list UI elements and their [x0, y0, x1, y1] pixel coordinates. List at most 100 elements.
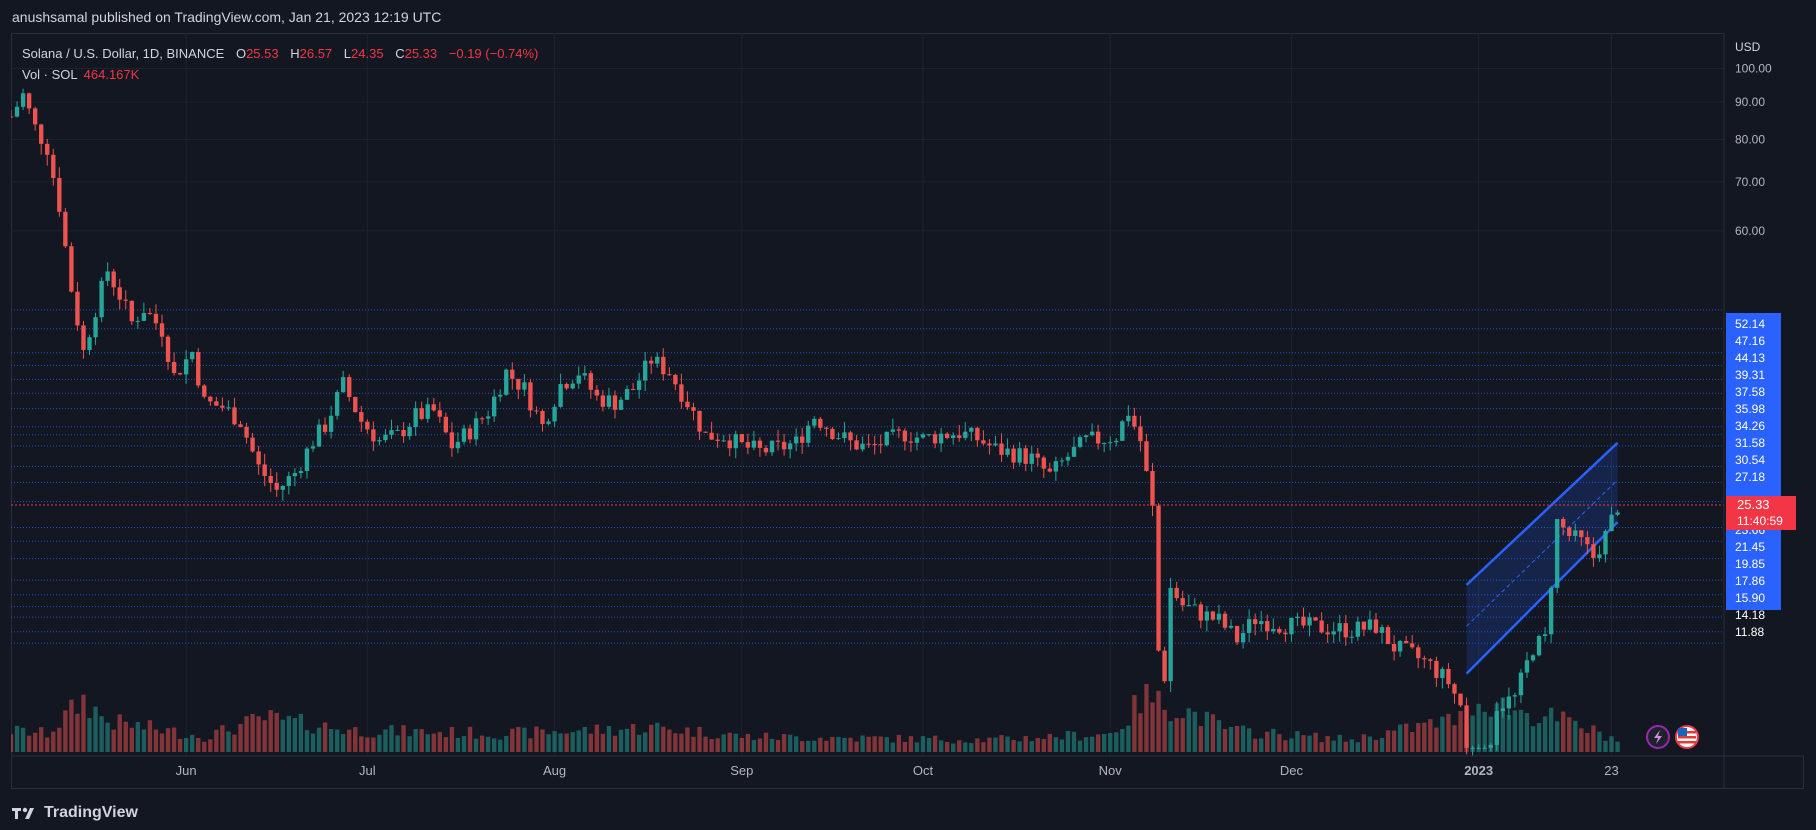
volume-bar [938, 740, 944, 752]
candle-body [510, 369, 515, 379]
candle-body [425, 404, 430, 419]
channel-fill [1466, 442, 1618, 674]
volume-bar [20, 727, 26, 752]
candle-body [1246, 619, 1252, 633]
volume-bar [1095, 734, 1101, 752]
candle-body [347, 377, 352, 397]
volume-bar [673, 733, 678, 752]
tradingview-logo-icon [12, 807, 34, 819]
candle-body [806, 425, 811, 443]
candle-body [1506, 696, 1512, 709]
volume-bar [117, 714, 122, 752]
candle-body [975, 427, 980, 441]
volume-bar [793, 736, 799, 752]
candle-body [1518, 672, 1524, 696]
candle-body [1186, 605, 1191, 607]
volume-bar [510, 728, 515, 752]
x-tick-labels: Jun Jul Aug Sep Oct Nov Dec 2023 23 [176, 763, 1619, 778]
volume-bar [473, 738, 479, 752]
volume-bar [842, 737, 847, 752]
candle-body [1385, 627, 1391, 645]
volume-bar [624, 728, 630, 752]
volume-bar [552, 731, 557, 752]
level-price-labels: 52.14 47.16 44.13 39.31 37.58 35.98 34.26 31.58… [1726, 313, 1781, 639]
candle-body [1373, 619, 1379, 633]
candle-body [594, 389, 600, 396]
candle-body [1524, 660, 1530, 673]
candle-body [1361, 621, 1367, 630]
candle-body [763, 447, 769, 453]
volume-bar [884, 737, 889, 752]
candle-body [920, 434, 926, 438]
volume-bar [407, 736, 412, 752]
volume-bar [1041, 739, 1046, 752]
volume-bar [1470, 715, 1475, 752]
volume-bar [721, 734, 726, 752]
volume-bar [1059, 739, 1065, 752]
volume-bar [1518, 709, 1524, 752]
candle-body [1150, 470, 1155, 506]
volume-bar [1301, 735, 1306, 752]
level-label-11: 21.45 [1735, 540, 1765, 554]
candlestick-chart[interactable]: USD 100.00 90.00 80.00 70.00 60.00 52.14 47.1… [11, 33, 1804, 789]
candle-body [1591, 544, 1596, 558]
volume-bar [11, 734, 14, 752]
us-flag-icon[interactable] [1675, 725, 1699, 749]
volume-bar [1283, 740, 1288, 752]
candle-body [1253, 619, 1258, 625]
volume-bar [818, 737, 823, 752]
candle-body [244, 426, 249, 438]
volume-bar [1337, 734, 1342, 752]
candle-body [328, 415, 334, 432]
level-label-5: 35.98 [1735, 402, 1765, 416]
candle-body [800, 436, 805, 443]
volume-bar [141, 729, 147, 752]
lightning-icon[interactable] [1646, 725, 1670, 749]
volume-bar [902, 741, 908, 752]
x-tick-0: Jun [176, 763, 197, 778]
level-label-13: 17.86 [1735, 574, 1765, 588]
candle-body [703, 431, 708, 433]
volume-bar [274, 712, 279, 752]
volume-bar [214, 729, 219, 752]
candle-body [1573, 530, 1578, 536]
candle-body [196, 352, 201, 386]
volume-bar [1567, 717, 1572, 752]
candle-body [226, 407, 231, 409]
candle-body [999, 443, 1004, 455]
candle-body [1144, 441, 1149, 471]
candle-body [908, 441, 914, 443]
candle-body [1548, 587, 1554, 635]
volume-bar [1530, 726, 1536, 752]
candle-body [1355, 621, 1361, 637]
volume-bar [1536, 723, 1542, 752]
candle-body [202, 385, 207, 397]
volume-bar [347, 729, 352, 752]
candle-body [256, 451, 261, 465]
ascending-channel[interactable] [1465, 441, 1619, 675]
volume-bar [787, 734, 793, 752]
open-label: O [235, 46, 247, 61]
volume-bar [1585, 732, 1590, 752]
candle-body [1494, 711, 1499, 745]
candle-body [1470, 747, 1475, 749]
volume-bar [951, 743, 956, 752]
channel-midline [1466, 479, 1618, 627]
volume-bar [1023, 735, 1028, 752]
channel-upper-line[interactable] [1465, 441, 1619, 586]
volume-bar [739, 737, 744, 752]
candle-body [135, 320, 141, 322]
footer-brand[interactable]: TradingView [12, 804, 138, 822]
volume-label[interactable]: Vol · SOL [22, 67, 78, 82]
candle-body [926, 434, 932, 436]
volume-bar [576, 730, 581, 752]
candle-body [697, 410, 702, 432]
candle-body [485, 416, 491, 419]
candle-body [769, 440, 775, 453]
volume-bar [763, 732, 769, 752]
candle-body [1476, 747, 1481, 749]
candle-body [884, 431, 889, 446]
symbol-label[interactable]: Solana / U.S. Dollar, 1D, BINANCE [22, 46, 225, 61]
candle-body [1410, 643, 1415, 648]
volume-bar [1428, 719, 1433, 752]
